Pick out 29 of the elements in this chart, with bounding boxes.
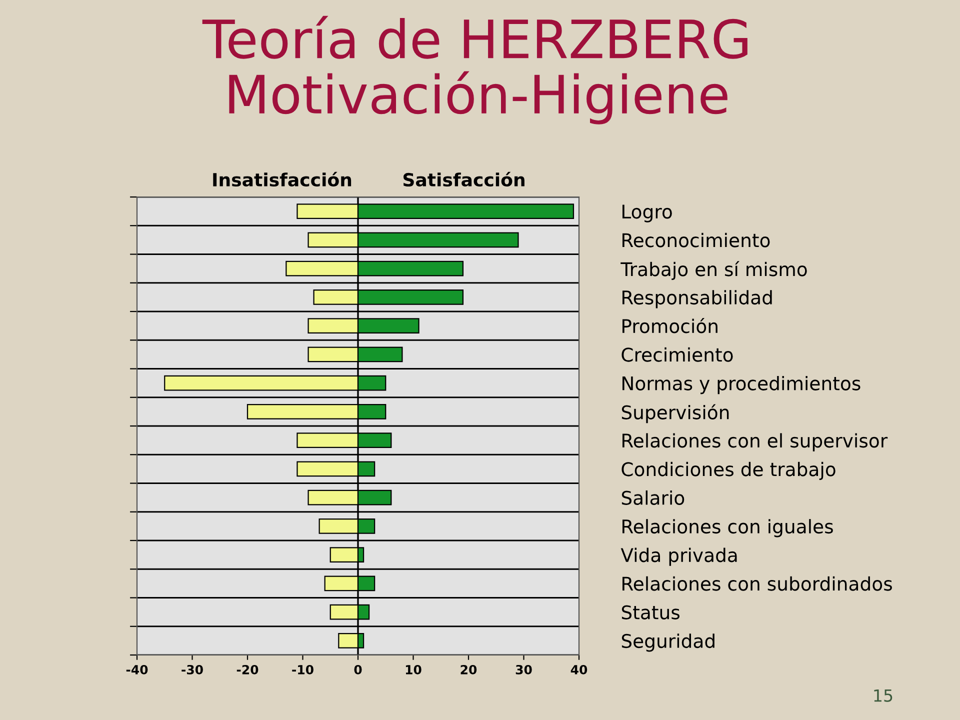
y-tick-label: Condiciones de trabajo — [622, 462, 836, 480]
x-tick-label: -20 — [236, 664, 258, 674]
y-tick-label: Seguridad — [622, 634, 714, 652]
y-tick-label: Responsabilidad — [622, 290, 772, 308]
x-tick-label: -30 — [182, 664, 203, 674]
x-tick-label: 40 — [570, 664, 588, 674]
x-tick-label: -10 — [292, 664, 314, 674]
y-tick-label: Status — [622, 605, 680, 620]
y-tick-label: Crecimiento — [622, 347, 733, 362]
y-tick-label: Salario — [622, 490, 684, 505]
y-tick-label: Normas y procedimientos — [622, 376, 860, 394]
x-tick-label: -40 — [126, 664, 148, 674]
y-tick-label: Promoción — [622, 318, 718, 334]
y-tick-label: Reconocimiento — [622, 232, 770, 248]
x-tick-label: 30 — [516, 664, 532, 674]
series-label: Satisfacción — [403, 172, 524, 187]
y-tick-label: Logro — [622, 204, 672, 222]
y-tick-label: Trabajo en sí mismo — [620, 261, 807, 280]
series-label: Insatisfacción — [213, 172, 352, 187]
y-tick-label: Supervisión — [622, 404, 729, 424]
x-tick-label: 10 — [406, 664, 422, 674]
y-tick-label: Relaciones con iguales — [622, 519, 833, 538]
y-tick-label: Vida privada — [620, 548, 737, 566]
x-tick-label: 0 — [354, 664, 362, 674]
x-tick-label: 20 — [460, 664, 477, 674]
text: 15 — [874, 689, 892, 702]
y-tick-label: Relaciones con subordinados — [622, 576, 892, 591]
y-tick-label: Relaciones con el supervisor — [622, 433, 888, 452]
chart-title: Teoría de HERZBERG Motivación-Higiene — [202, 16, 748, 124]
